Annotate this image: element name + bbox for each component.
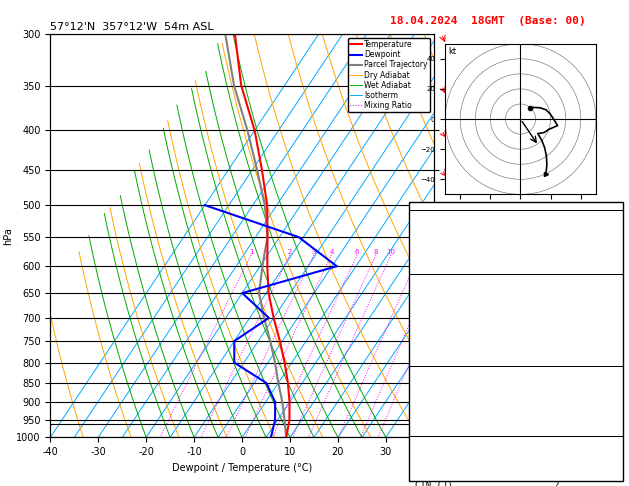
Text: 10: 10 [386, 249, 396, 255]
Y-axis label: hPa: hPa [3, 227, 13, 244]
Text: CIN (J): CIN (J) [415, 374, 453, 383]
Text: 1: 1 [249, 249, 253, 255]
Text: Lifted Index: Lifted Index [415, 444, 480, 453]
Text: 42: 42 [554, 230, 564, 239]
Text: 2: 2 [554, 481, 559, 486]
Text: 19: 19 [554, 355, 564, 364]
Text: 7: 7 [554, 374, 559, 383]
Text: 8: 8 [374, 249, 378, 255]
X-axis label: Dewpoint / Temperature (°C): Dewpoint / Temperature (°C) [172, 463, 312, 473]
Text: Lifted Index: Lifted Index [415, 337, 480, 346]
Text: θₑ(K): θₑ(K) [415, 318, 442, 328]
Text: 2: 2 [287, 249, 292, 255]
Text: 298: 298 [554, 318, 570, 328]
Text: PW (cm): PW (cm) [415, 248, 453, 258]
Text: 6: 6 [355, 249, 359, 255]
Text: 7: 7 [554, 444, 559, 453]
Text: 1.4: 1.4 [554, 248, 570, 258]
Legend: Temperature, Dewpoint, Parcel Trajectory, Dry Adiabat, Wet Adiabat, Isotherm, Mi: Temperature, Dewpoint, Parcel Trajectory… [348, 38, 430, 112]
Text: 15: 15 [415, 249, 423, 255]
Text: 25: 25 [452, 249, 460, 255]
Text: CIN (J): CIN (J) [415, 481, 453, 486]
Text: Most Unstable: Most Unstable [428, 389, 498, 398]
Y-axis label: km
ASL: km ASL [452, 226, 474, 245]
Text: Temp (°C): Temp (°C) [415, 281, 464, 291]
Text: CAPE (J): CAPE (J) [415, 463, 458, 471]
Text: 18.04.2024  18GMT  (Base: 00): 18.04.2024 18GMT (Base: 00) [390, 17, 586, 26]
Text: 6: 6 [554, 300, 559, 309]
Text: Dewp (°C): Dewp (°C) [415, 300, 464, 309]
Text: 25: 25 [554, 463, 564, 471]
Text: Surface: Surface [465, 263, 503, 272]
Text: Pressure (mb): Pressure (mb) [415, 407, 485, 416]
Text: Totals Totals: Totals Totals [415, 230, 485, 239]
Text: 20: 20 [435, 249, 444, 255]
Text: 3: 3 [311, 249, 316, 255]
Text: LCL: LCL [434, 419, 449, 428]
Text: 8: 8 [554, 337, 559, 346]
Text: K: K [415, 211, 421, 221]
Text: © weatheronline.co.uk: © weatheronline.co.uk [415, 465, 520, 474]
Text: 57°12'N  357°12'W  54m ASL: 57°12'N 357°12'W 54m ASL [50, 22, 214, 32]
Text: 14: 14 [554, 211, 564, 221]
Text: θₑ (K): θₑ (K) [415, 426, 447, 434]
Text: 9.2: 9.2 [554, 281, 570, 291]
Text: 1000: 1000 [554, 407, 575, 416]
Text: kt: kt [448, 47, 456, 56]
Text: 298: 298 [554, 426, 570, 434]
Text: 4: 4 [329, 249, 333, 255]
Text: CAPE (J): CAPE (J) [415, 355, 458, 364]
